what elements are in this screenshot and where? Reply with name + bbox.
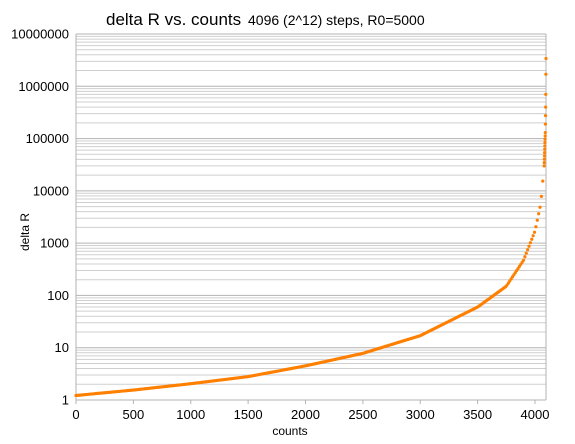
data-point [531,234,535,238]
x-tick-label: 2000 [291,407,320,422]
data-point [544,92,548,96]
data-point [544,72,548,76]
x-tick-label: 500 [123,407,145,422]
y-tick-label: 1 [62,393,69,408]
data-point [521,258,526,262]
data-point [526,248,530,252]
data-point [544,105,548,109]
y-tick-label: 1000000 [18,79,69,94]
data-point [537,212,541,216]
data-point [542,157,546,161]
data-point [543,141,547,145]
data-point [543,131,547,135]
data-point [534,225,538,229]
y-tick-label: 10000000 [11,27,69,42]
x-axis-label: counts [272,424,307,438]
x-tick-label: 0 [72,407,79,422]
x-tick-label: 1000 [176,407,205,422]
data-point [543,137,547,141]
data-point [532,230,537,234]
data-point [544,56,548,61]
data-point [542,164,546,168]
x-tick-label: 3500 [463,407,492,422]
y-axis: 1 10 100 1000 10000 100000 1000000 10000000 [11,27,69,408]
chart-title: delta R vs. counts [106,10,241,29]
data-point [524,251,528,255]
y-tick-label: 1000 [40,236,69,251]
chart-subtitle: 4096 (2^12) steps, R0=5000 [248,12,425,28]
x-tick-label: 2500 [348,407,377,422]
data-point [543,147,547,151]
data-point [542,160,546,165]
y-tick-label: 100 [47,288,69,303]
x-tick-label: 4000 [521,407,550,422]
y-tick-label: 10000 [33,183,69,198]
y-tick-label: 10 [55,340,69,355]
data-point [542,154,547,158]
data-point [543,134,547,138]
data-series [74,56,548,398]
data-point [543,122,548,126]
data-point [523,255,527,259]
data-point [539,194,544,199]
data-point [528,241,532,245]
data-point [541,179,545,183]
series-markers [74,56,548,398]
data-point [535,218,539,222]
x-axis: 0 500 1000 1500 2000 2500 3000 3500 4000 [72,400,549,422]
data-point [543,144,547,148]
y-tick-label: 100000 [26,131,69,146]
data-point [543,150,547,155]
x-tick-label: 3000 [406,407,435,422]
data-point [543,113,548,118]
data-point [530,237,534,241]
grid-layer [75,33,547,401]
x-tick-label: 1500 [234,407,263,422]
data-point [527,244,531,248]
y-axis-label: delta R [18,213,32,251]
data-point [538,205,542,209]
